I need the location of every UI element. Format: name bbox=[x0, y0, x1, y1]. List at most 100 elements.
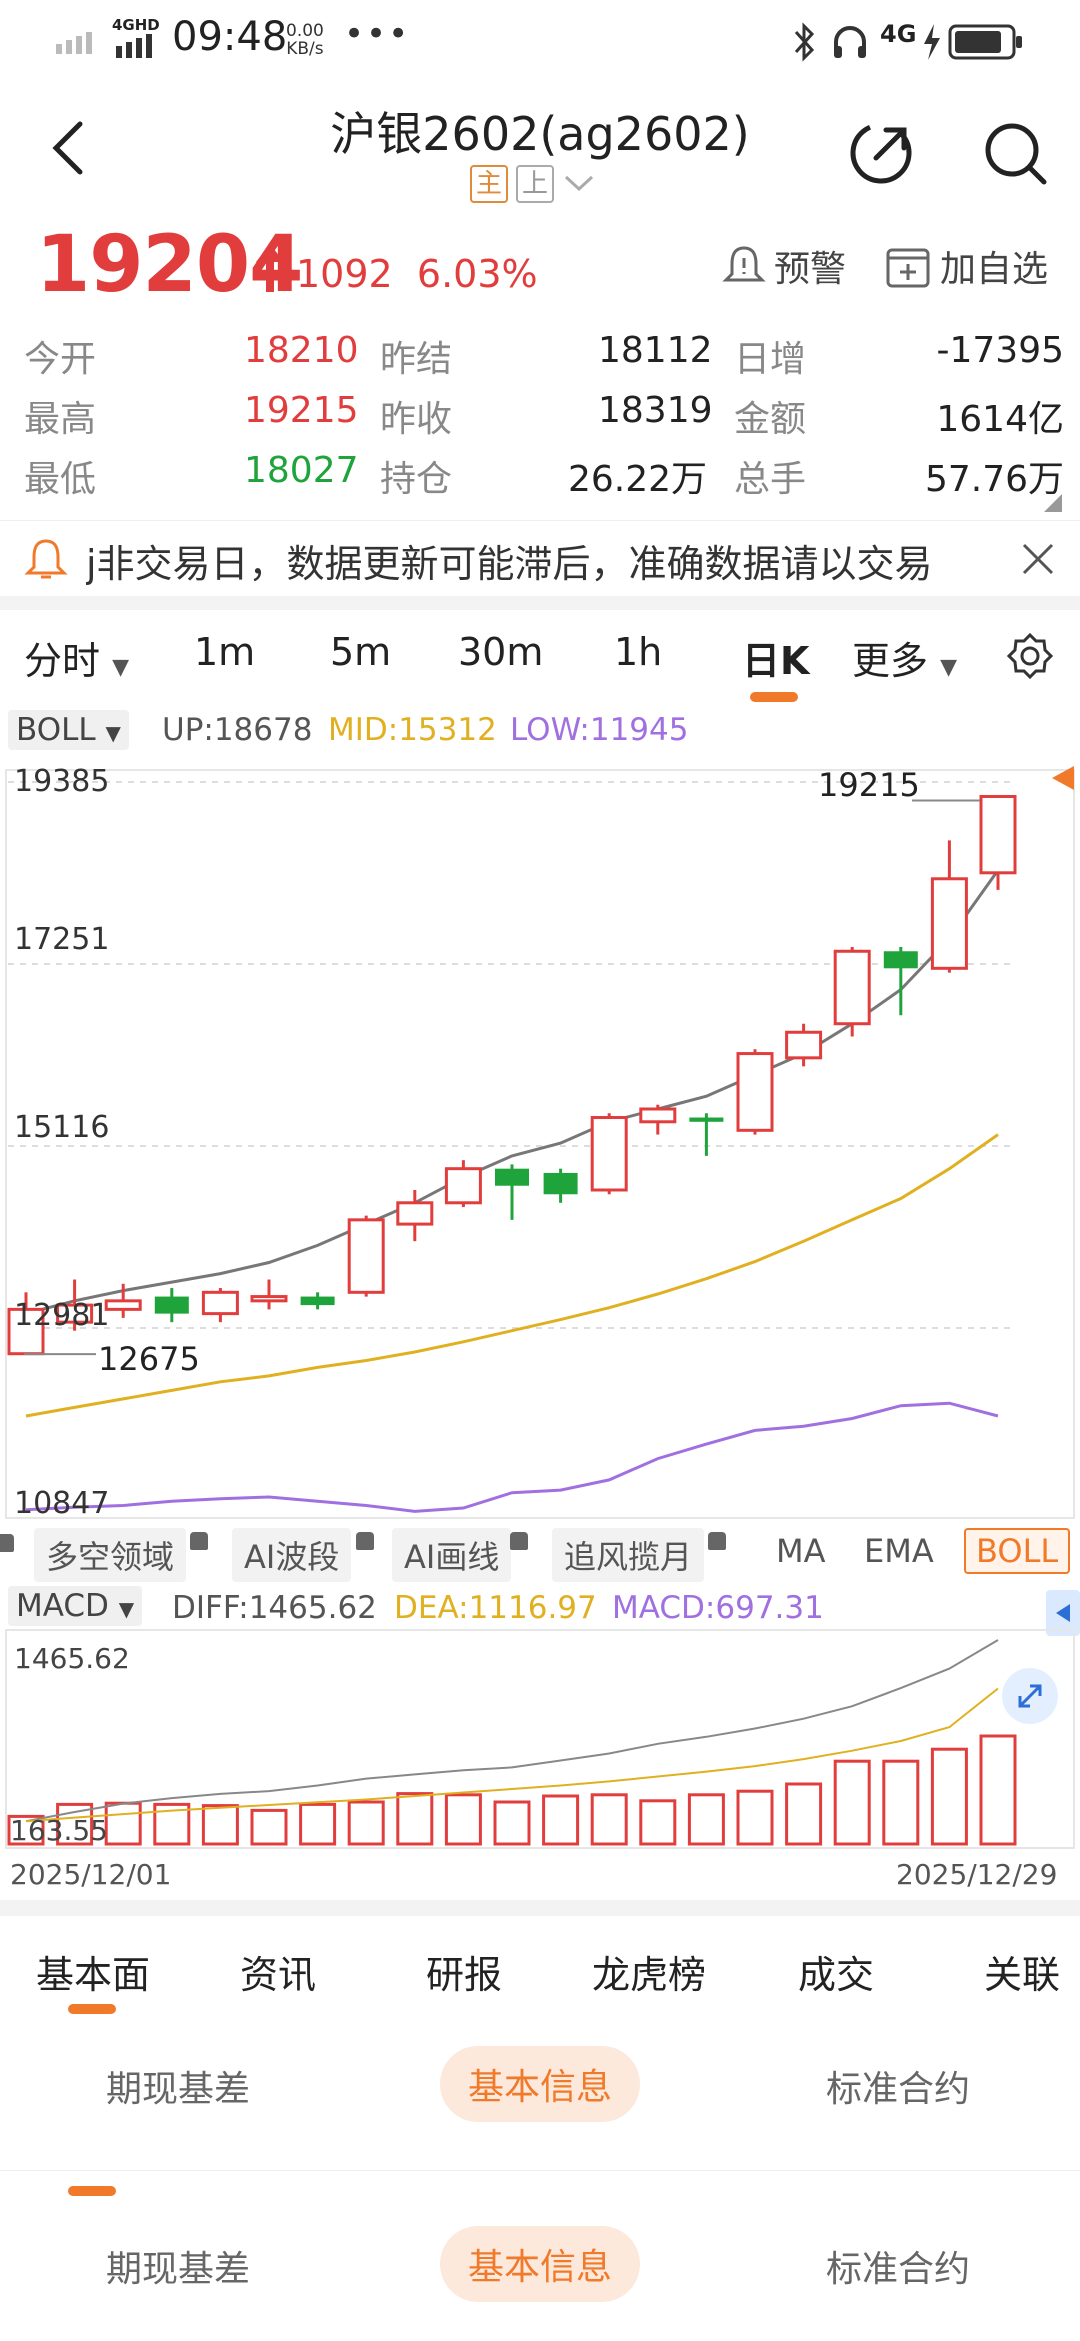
subtab-basis[interactable]: 期现基差 bbox=[106, 2069, 251, 2110]
search-icon[interactable] bbox=[980, 118, 1050, 188]
candle-body bbox=[396, 1201, 434, 1226]
indicator-boll[interactable]: BOLL bbox=[964, 1528, 1071, 1574]
subtab-standard-contract[interactable]: 标准合约 bbox=[826, 2069, 971, 2110]
stats-row: 最高 19215 昨收 18319 金额 1614亿 bbox=[24, 390, 1064, 440]
subtab-basic-info[interactable]: 基本信息 bbox=[440, 2046, 641, 2122]
candle-body bbox=[7, 1307, 45, 1356]
stats-grid: 今开 18210 昨结 18112 日增 -17395 最高 19215 昨收 … bbox=[24, 322, 1064, 502]
macd-bar bbox=[979, 1734, 1017, 1846]
macd-bar bbox=[785, 1782, 823, 1846]
macd-bar bbox=[250, 1808, 288, 1846]
tool-ai-draw[interactable]: AI画线 bbox=[392, 1528, 512, 1582]
y-label: 17251 bbox=[14, 922, 110, 957]
candle-body bbox=[736, 1052, 774, 1132]
subtab-basis[interactable]: 期现基差 bbox=[106, 2249, 251, 2290]
macd-bar bbox=[153, 1802, 191, 1846]
active-tab-indicator bbox=[68, 2004, 116, 2014]
triangle-left-icon bbox=[1056, 1604, 1070, 1622]
macd-diff-line bbox=[25, 1639, 999, 1823]
macd-bar bbox=[833, 1759, 871, 1846]
macd-bar bbox=[444, 1793, 482, 1846]
macd-chart[interactable] bbox=[0, 1590, 1080, 1890]
candle-body bbox=[250, 1295, 288, 1303]
kline-chart[interactable] bbox=[0, 760, 1080, 1520]
macd-bar bbox=[493, 1800, 531, 1846]
collapse-toggle[interactable] bbox=[1046, 1590, 1080, 1636]
lock-icon bbox=[0, 1534, 14, 1552]
signal-icon bbox=[56, 32, 92, 54]
low-marker-label: 12675 bbox=[98, 1340, 200, 1378]
close-icon[interactable] bbox=[1020, 541, 1056, 577]
candle-body bbox=[104, 1299, 142, 1311]
divider bbox=[0, 596, 1080, 610]
tab-5m[interactable]: 5m bbox=[330, 630, 392, 674]
expand-corner-icon[interactable] bbox=[1044, 494, 1062, 512]
y-label: 10847 bbox=[14, 1486, 110, 1521]
subtab-standard-contract[interactable]: 标准合约 bbox=[826, 2249, 971, 2290]
tab-1h[interactable]: 1h bbox=[614, 630, 663, 674]
boll-selector[interactable]: BOLL ▼ bbox=[8, 710, 129, 764]
contract-tags: 主 上 bbox=[470, 165, 596, 203]
macd-bar bbox=[56, 1802, 94, 1846]
fullscreen-button[interactable] bbox=[1002, 1668, 1058, 1724]
exchange-tag: 上 bbox=[516, 165, 555, 203]
macd-bar bbox=[347, 1800, 385, 1846]
tab-fundamentals[interactable]: 基本面 bbox=[36, 1953, 151, 1997]
tab-news[interactable]: 资讯 bbox=[240, 1953, 317, 1997]
notice-bar: j非交易日，数据更新可能滞后，准确数据请以交易 bbox=[0, 520, 1080, 595]
candle-body bbox=[347, 1218, 385, 1294]
tab-1m[interactable]: 1m bbox=[194, 630, 256, 674]
tab-30m[interactable]: 30m bbox=[458, 630, 544, 674]
candle-body bbox=[300, 1296, 335, 1306]
tool-duokong[interactable]: 多空领域 bbox=[34, 1528, 187, 1582]
date-end: 2025/12/29 bbox=[896, 1858, 1058, 1891]
last-price: 19204 bbox=[36, 220, 303, 310]
price-change: 1092 6.03% bbox=[296, 252, 538, 296]
add-watchlist-icon bbox=[886, 248, 930, 288]
back-icon[interactable] bbox=[48, 118, 88, 178]
chart-frame bbox=[5, 769, 1075, 1519]
indicator-ma[interactable]: MA bbox=[776, 1532, 826, 1570]
high-marker-label: 19215 bbox=[818, 766, 920, 804]
macd-y-bottom: 163.55 bbox=[10, 1814, 108, 1847]
divider bbox=[0, 1900, 1080, 1916]
macd-bar bbox=[687, 1793, 725, 1846]
tab-trades[interactable]: 成交 bbox=[798, 1953, 875, 1997]
tab-dragon-tiger[interactable]: 龙虎榜 bbox=[592, 1953, 707, 1997]
macd-diff-value: DIFF:1465.62 bbox=[172, 1590, 377, 1626]
macd-bar bbox=[590, 1793, 628, 1846]
tab-daily-k[interactable]: 日K bbox=[742, 639, 810, 683]
alert-button[interactable]: 预警 bbox=[722, 240, 846, 292]
indicator-ema[interactable]: EMA bbox=[864, 1532, 934, 1570]
boll-low-value: LOW:11945 bbox=[510, 712, 689, 748]
macd-bar bbox=[201, 1804, 239, 1846]
macd-selector[interactable]: MACD ▼ bbox=[8, 1586, 143, 1640]
macd-bar bbox=[104, 1801, 142, 1846]
tab-research[interactable]: 研报 bbox=[426, 1953, 503, 1997]
candle-body bbox=[56, 1303, 94, 1324]
candle-body bbox=[495, 1168, 529, 1186]
subtab-basic-info[interactable]: 基本信息 bbox=[440, 2226, 641, 2302]
macd-dea-line bbox=[25, 1687, 999, 1823]
macd-bar bbox=[299, 1802, 337, 1846]
add-watchlist-button[interactable]: 加自选 bbox=[884, 240, 1048, 292]
share-icon[interactable] bbox=[846, 118, 916, 188]
macd-bar bbox=[396, 1792, 434, 1846]
boll-up-line bbox=[25, 869, 1000, 1316]
macd-bar bbox=[736, 1789, 774, 1846]
settings-icon[interactable] bbox=[1006, 632, 1054, 680]
boll-mid-value: MID:15312 bbox=[328, 712, 497, 748]
tool-zhuifeng[interactable]: 追风揽月 bbox=[552, 1528, 705, 1582]
macd-frame bbox=[5, 1629, 1075, 1849]
macd-bar bbox=[7, 1814, 45, 1846]
candle-body bbox=[833, 949, 871, 1026]
chevron-down-icon[interactable] bbox=[562, 165, 596, 199]
tab-related[interactable]: 关联 bbox=[984, 1953, 1061, 1997]
macd-bar bbox=[542, 1794, 580, 1846]
last-price-marker bbox=[1052, 766, 1074, 790]
candle-body bbox=[689, 1117, 724, 1122]
tool-ai-wave[interactable]: AI波段 bbox=[232, 1528, 352, 1582]
tab-more[interactable]: 更多 ▼ bbox=[852, 639, 958, 683]
y-label: 19385 bbox=[14, 764, 110, 799]
tab-timeshare[interactable]: 分时 ▼ bbox=[24, 639, 130, 683]
